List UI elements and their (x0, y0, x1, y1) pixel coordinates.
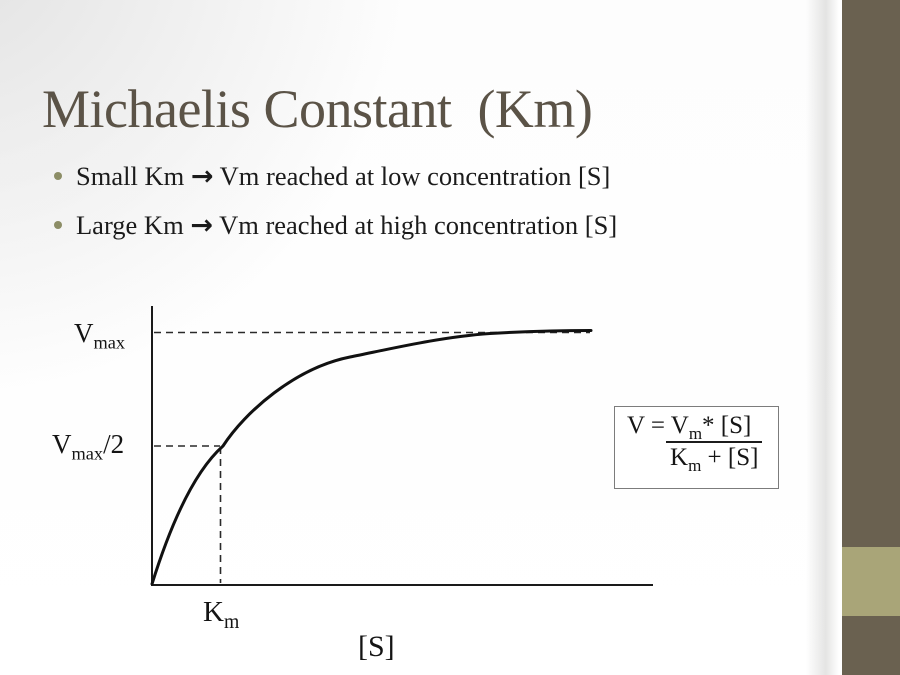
equation-vm-sub: m (688, 424, 703, 443)
equation-km-sub: m (688, 456, 702, 475)
bullet-list: Small Km → Vm reached at low concentrati… (54, 152, 754, 250)
substrate-axis-label: [S] (358, 630, 395, 663)
page-title: Michaelis Constant (Km) (42, 79, 593, 140)
bullet-dot-icon (54, 221, 62, 229)
bullet-post: Vm reached at high concentration [S] (212, 210, 618, 240)
equation-km-base: K (670, 444, 689, 471)
equation-denominator-tail: + [S] (701, 444, 759, 471)
vmax-half-base: V (52, 429, 72, 459)
km-sub: m (223, 610, 240, 633)
bullet-text: Small Km → Vm reached at low concentrati… (76, 152, 610, 201)
bullet-pre: Large Km (76, 210, 191, 240)
equation-numerator-line: V = Vm* [S] (615, 407, 778, 443)
sidebar-band (842, 0, 900, 675)
bullet-item-small-km: Small Km → Vm reached at low concentrati… (54, 152, 754, 201)
vmax-base: V (74, 318, 94, 348)
equation-lead: V = V (627, 412, 689, 439)
vmax-axis-label: Vmax (74, 318, 126, 353)
vmax-half-sub: max (71, 443, 104, 464)
bullet-post: Vm reached at low concentration [S] (213, 161, 611, 191)
vmax-half-axis-label: Vmax/2 (52, 429, 125, 464)
bullet-item-large-km: Large Km → Vm reached at high concentrat… (54, 201, 754, 250)
right-arrow-icon: → (190, 210, 213, 241)
vmax-half-suffix: /2 (103, 429, 125, 459)
saturation-curve (150, 329, 593, 586)
equation-numerator-tail: * [S] (702, 412, 752, 439)
slide-edge-shadow (806, 0, 842, 675)
equation-denominator-line: Km + [S] (666, 441, 763, 475)
sidebar-accent-band (842, 547, 900, 616)
vmax-sub: max (93, 332, 126, 353)
bullet-text: Large Km → Vm reached at high concentrat… (76, 201, 617, 250)
right-arrow-icon: → (190, 161, 214, 192)
km-base: K (203, 596, 224, 628)
equation-box: V = Vm* [S] Km + [S] (614, 406, 779, 489)
bullet-pre: Small Km (76, 161, 191, 191)
km-axis-label: Km (203, 596, 239, 632)
bullet-dot-icon (54, 172, 62, 180)
